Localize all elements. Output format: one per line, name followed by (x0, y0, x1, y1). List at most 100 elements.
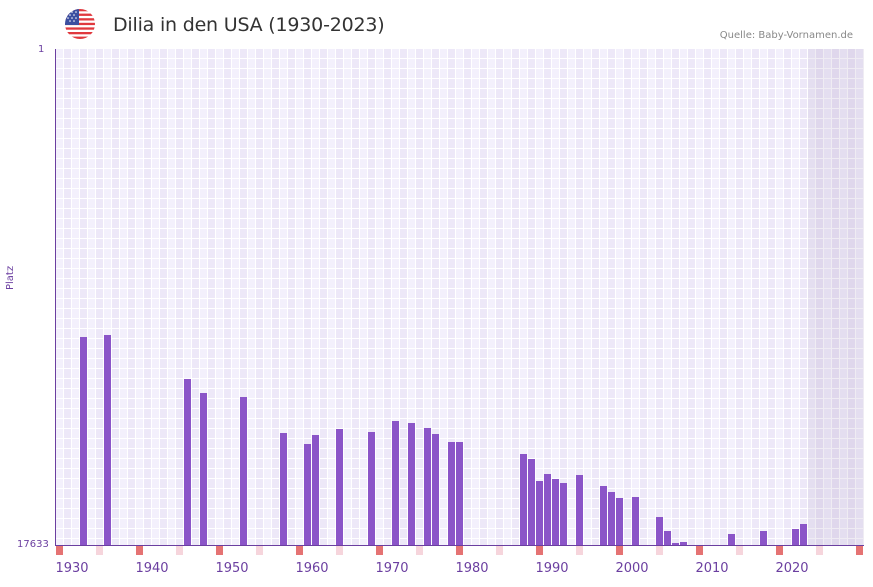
half-decade-marker (656, 546, 663, 555)
grid-column (312, 49, 319, 545)
bar-1972[interactable] (392, 420, 399, 545)
grid-column (384, 49, 391, 545)
bar-1961[interactable] (304, 443, 311, 545)
bar-2002[interactable] (632, 496, 639, 545)
grid-column (456, 49, 463, 545)
bar-1999[interactable] (608, 491, 615, 545)
grid-line (56, 108, 864, 109)
bar-2000[interactable] (616, 497, 623, 545)
grid-line (56, 128, 864, 129)
grid-column (720, 49, 727, 545)
half-decade-marker (816, 546, 823, 555)
half-decade-marker (256, 546, 263, 555)
grid-column (128, 49, 135, 545)
grid-line (56, 148, 864, 149)
bar-1979[interactable] (448, 441, 455, 545)
grid-column (152, 49, 159, 545)
future-shade (808, 49, 864, 545)
grid-column (568, 49, 575, 545)
bar-1991[interactable] (544, 473, 551, 545)
x-tick-2010: 2010 (695, 561, 729, 576)
bar-1998[interactable] (600, 485, 607, 545)
bar-2005[interactable] (656, 516, 663, 545)
x-tick-1930: 1930 (55, 561, 89, 576)
grid-column (600, 49, 607, 545)
bar-1990[interactable] (536, 480, 543, 545)
grid-column (480, 49, 487, 545)
grid-column (792, 49, 799, 545)
grid-line (56, 98, 864, 99)
grid-column (552, 49, 559, 545)
grid-line (56, 68, 864, 69)
decade-marker (696, 546, 703, 555)
grid-column (80, 49, 87, 545)
bar-1980[interactable] (456, 441, 463, 545)
grid-column (328, 49, 335, 545)
grid-column (728, 49, 735, 545)
bar-1953[interactable] (240, 396, 247, 545)
bar-1992[interactable] (552, 478, 559, 545)
grid-column (712, 49, 719, 545)
bar-1977[interactable] (432, 433, 439, 545)
grid-column (160, 49, 167, 545)
bar-1948[interactable] (200, 392, 207, 545)
grid-column (592, 49, 599, 545)
grid-line (56, 418, 864, 419)
bar-1946[interactable] (184, 378, 191, 545)
grid-column (256, 49, 263, 545)
bar-2006[interactable] (664, 530, 671, 545)
grid-column (272, 49, 279, 545)
grid-line (56, 318, 864, 319)
grid-line (56, 238, 864, 239)
bar-1976[interactable] (424, 427, 431, 545)
bar-1969[interactable] (368, 431, 375, 545)
bar-1989[interactable] (528, 458, 535, 545)
grid-column (576, 49, 583, 545)
decade-marker (216, 546, 223, 555)
grid-column (704, 49, 711, 545)
grid-column (696, 49, 703, 545)
grid-column (352, 49, 359, 545)
grid-line (56, 328, 864, 329)
bar-1962[interactable] (312, 434, 319, 545)
grid-column (816, 49, 823, 545)
half-decade-marker (96, 546, 103, 555)
grid-column (736, 49, 743, 545)
grid-column (280, 49, 287, 545)
grid-column (208, 49, 215, 545)
bar-1995[interactable] (576, 474, 583, 545)
bar-1936[interactable] (104, 334, 111, 545)
bar-2018[interactable] (760, 530, 767, 545)
bar-1993[interactable] (560, 482, 567, 545)
grid-column (496, 49, 503, 545)
bar-2022[interactable] (792, 528, 799, 545)
grid-column (304, 49, 311, 545)
decade-marker (56, 546, 63, 555)
grid-line (56, 118, 864, 119)
bar-1974[interactable] (408, 422, 415, 545)
bar-2023[interactable] (800, 523, 807, 545)
grid-column (752, 49, 759, 545)
bar-2007[interactable] (672, 542, 679, 545)
grid-column (488, 49, 495, 545)
grid-column (240, 49, 247, 545)
bar-2008[interactable] (680, 541, 687, 545)
grid-column (168, 49, 175, 545)
y-axis-line (55, 49, 56, 546)
grid-line (56, 208, 864, 209)
bar-1958[interactable] (280, 432, 287, 545)
grid-column (432, 49, 439, 545)
y-tick-bottom: 17633 (17, 539, 49, 550)
grid-line (56, 58, 864, 59)
grid-column (96, 49, 103, 545)
grid-column (744, 49, 751, 545)
bar-1988[interactable] (520, 453, 527, 545)
grid-column (176, 49, 183, 545)
plot-area (56, 49, 864, 545)
bar-1933[interactable] (80, 336, 87, 545)
bar-2014[interactable] (728, 533, 735, 545)
x-tick-1950: 1950 (215, 561, 249, 576)
grid-column (424, 49, 431, 545)
bar-1965[interactable] (336, 428, 343, 545)
grid-column (616, 49, 623, 545)
